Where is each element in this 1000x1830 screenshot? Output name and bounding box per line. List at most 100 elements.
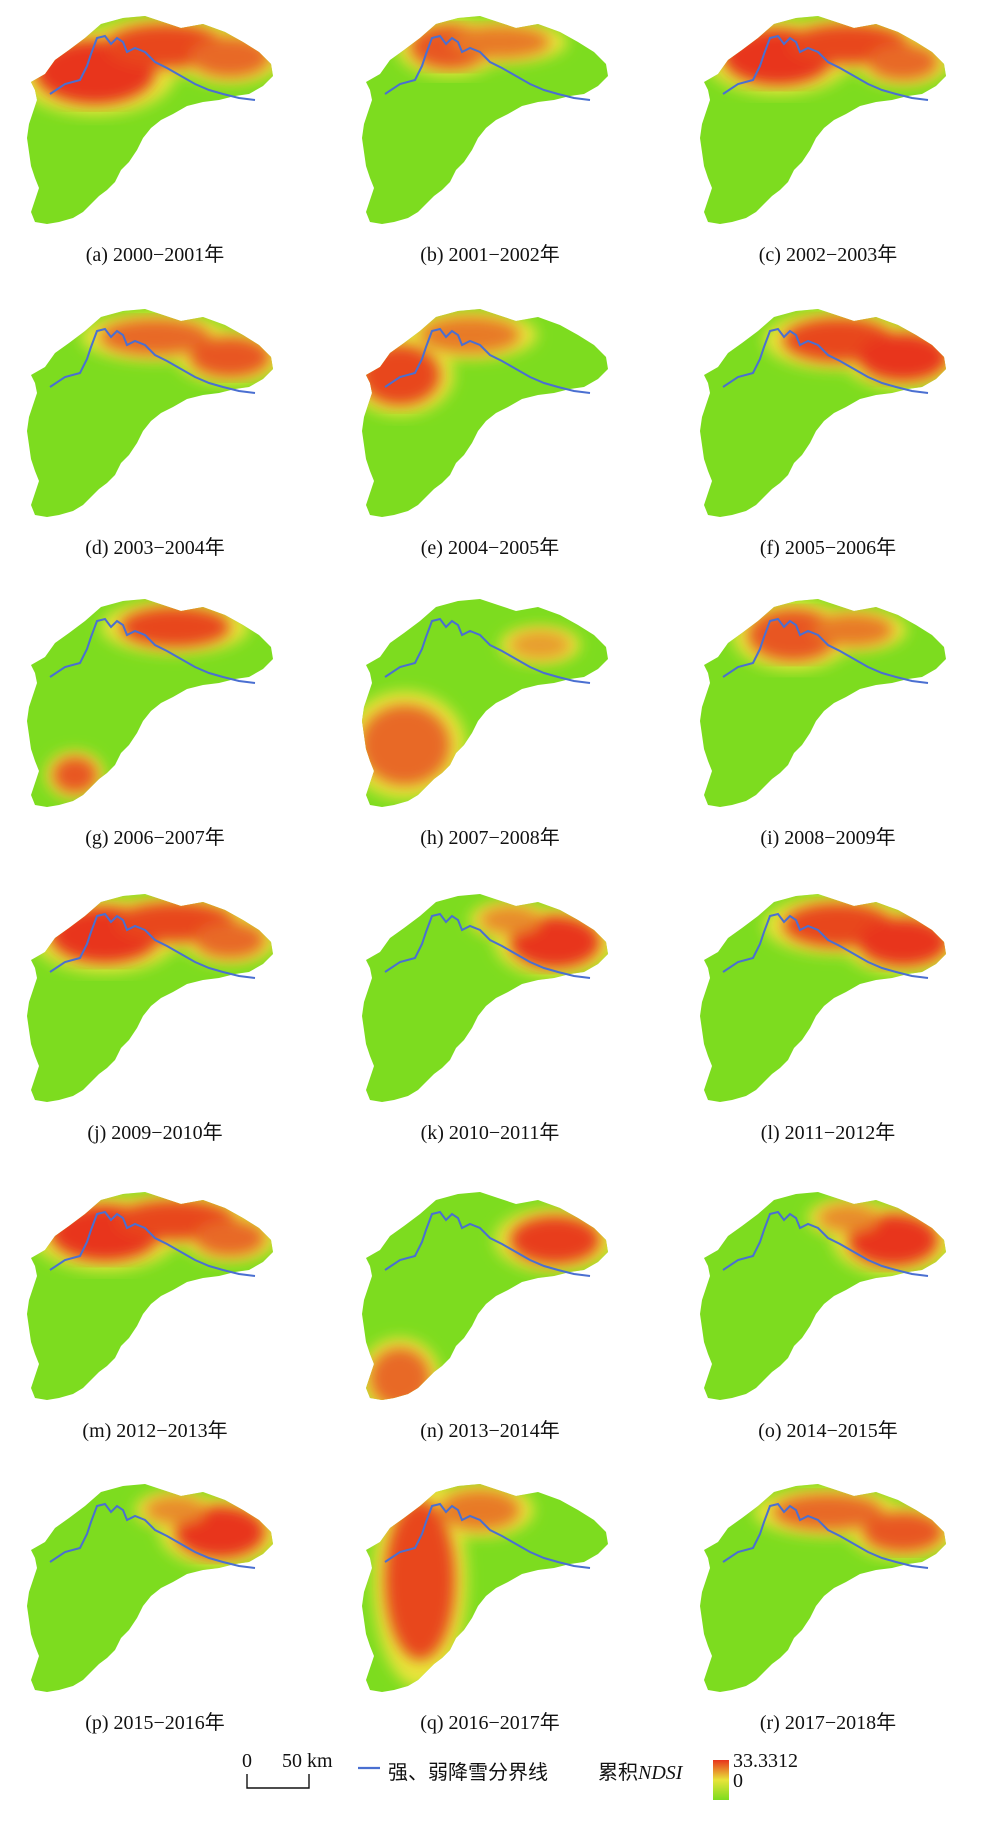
snowfall-boundary-line (49, 912, 256, 979)
snow-hotspot (100, 319, 210, 355)
panel-caption: (r) 2017−2018年 (759, 1712, 897, 1734)
snowfall-boundary-line (722, 617, 929, 684)
snow-hotspot (818, 1204, 878, 1232)
ndsi-map-a (27, 16, 273, 224)
snow-hotspot (120, 607, 230, 647)
panel-caption: (o) 2014−2015年 (758, 1420, 898, 1442)
snowfall-boundary-line (49, 327, 256, 394)
map-panel-k: (k) 2010−2011年 (340, 880, 640, 1150)
snow-hotspot (510, 1216, 600, 1264)
ndsi-map-c (700, 16, 946, 224)
panel-caption: (d) 2003−2004年 (85, 537, 225, 559)
snowfall-boundary-line (722, 912, 929, 979)
ndsi-map-i (700, 599, 946, 807)
scale-bar (246, 1774, 310, 1789)
ndsi-map-j (27, 894, 273, 1102)
panel-caption: (p) 2015−2016年 (85, 1712, 225, 1734)
panel-caption: (n) 2013−2014年 (420, 1420, 560, 1442)
panel-caption: (b) 2001−2002年 (420, 244, 560, 266)
ndsi-legend-label: 累积NDSI (598, 1756, 682, 1785)
map-panel-n: (n) 2013−2014年 (340, 1178, 640, 1448)
panel-caption: (a) 2000−2001年 (85, 244, 225, 266)
map-panel-b: (b) 2001−2002年 (340, 2, 640, 272)
ndsi-map-k (362, 894, 608, 1102)
panel-caption: (q) 2016−2017年 (420, 1712, 560, 1734)
panel-caption: (f) 2005−2006年 (759, 537, 897, 559)
ndsi-map-n (362, 1192, 608, 1400)
ndsi-map-g (27, 599, 273, 807)
ndsi-max-label: 33.3312 (733, 1750, 798, 1772)
ndsi-map-l (700, 894, 946, 1102)
ndsi-map-e (362, 309, 608, 517)
map-panel-a: (a) 2000−2001年 (5, 2, 305, 272)
ndsi-label-italic: NDSI (638, 1762, 683, 1784)
snow-hotspot (145, 1496, 205, 1524)
panel-caption: (i) 2008−2009年 (760, 827, 896, 849)
ndsi-map-m (27, 1192, 273, 1400)
snowfall-boundary-line (49, 617, 256, 684)
boundary-line-swatch (358, 1766, 380, 1770)
snow-hotspot (858, 333, 946, 381)
snow-hotspot (190, 37, 270, 77)
panel-caption: (e) 2004−2005年 (420, 537, 560, 559)
scale-distance-label: 50 km (282, 1750, 333, 1772)
ndsi-map-o (700, 1192, 946, 1400)
legend: 0 50 km 强、弱降雪分界线 累积NDSI 33.3312 0 (0, 1750, 1000, 1830)
snow-hotspot (510, 631, 570, 659)
panel-caption: (g) 2006−2007年 (85, 827, 225, 849)
snow-hotspot (370, 1348, 430, 1400)
snow-hotspot (362, 705, 450, 785)
panel-caption: (l) 2011−2012年 (760, 1122, 896, 1144)
map-panel-h: (h) 2007−2008年 (340, 585, 640, 855)
ndsi-label-prefix: 累积 (598, 1762, 638, 1784)
panel-caption: (k) 2010−2011年 (420, 1122, 560, 1144)
ndsi-min-label: 0 (733, 1770, 743, 1792)
map-panel-j: (j) 2009−2010年 (5, 880, 305, 1150)
panel-caption: (j) 2009−2010年 (87, 1122, 223, 1144)
snowfall-boundary-line (384, 1210, 591, 1277)
panel-caption: (m) 2012−2013年 (82, 1420, 228, 1442)
map-panel-p: (p) 2015−2016年 (5, 1470, 305, 1740)
snow-hotspot (868, 44, 938, 80)
map-panel-r: (r) 2017−2018年 (678, 1470, 978, 1740)
snowfall-boundary-line (384, 912, 591, 979)
snow-hotspot (53, 757, 97, 793)
ndsi-map-h (362, 599, 608, 807)
scale-zero-label: 0 (242, 1750, 252, 1772)
snow-hotspot (863, 1512, 943, 1552)
snowfall-boundary-line (384, 617, 591, 684)
snow-hotspot (480, 906, 540, 934)
snow-hotspot (440, 1490, 520, 1530)
snowfall-boundary-line (49, 1210, 256, 1277)
map-panel-l: (l) 2011−2012年 (678, 880, 978, 1150)
map-panel-e: (e) 2004−2005年 (340, 295, 640, 565)
snow-hotspot (773, 1494, 883, 1530)
ndsi-map-d (27, 309, 273, 517)
snow-hotspot (420, 317, 520, 353)
snow-hotspot (385, 1500, 455, 1660)
ndsi-map-q (362, 1484, 608, 1692)
snowfall-boundary-line (722, 327, 929, 394)
ndsi-map-r (700, 1484, 946, 1692)
snow-hotspot (450, 26, 550, 58)
map-panel-i: (i) 2008−2009年 (678, 585, 978, 855)
ndsi-map-p (27, 1484, 273, 1692)
snowfall-boundary-line (722, 1502, 929, 1569)
map-panel-m: (m) 2012−2013年 (5, 1178, 305, 1448)
map-panel-c: (c) 2002−2003年 (678, 2, 978, 272)
map-panel-g: (g) 2006−2007年 (5, 585, 305, 855)
ndsi-map-b (362, 16, 608, 224)
snow-hotspot (195, 922, 265, 958)
map-panel-q: (q) 2016−2017年 (340, 1470, 640, 1740)
snowfall-boundary-line (722, 1210, 929, 1277)
snow-hotspot (813, 614, 893, 646)
map-panel-o: (o) 2014−2015年 (678, 1178, 978, 1448)
snow-hotspot (858, 918, 946, 966)
snowfall-boundary-line (49, 34, 256, 101)
snowfall-boundary-line (384, 1502, 591, 1569)
map-panel-d: (d) 2003−2004年 (5, 295, 305, 565)
ndsi-map-f (700, 309, 946, 517)
snow-hotspot (362, 345, 440, 405)
ndsi-color-ramp (713, 1760, 729, 1800)
